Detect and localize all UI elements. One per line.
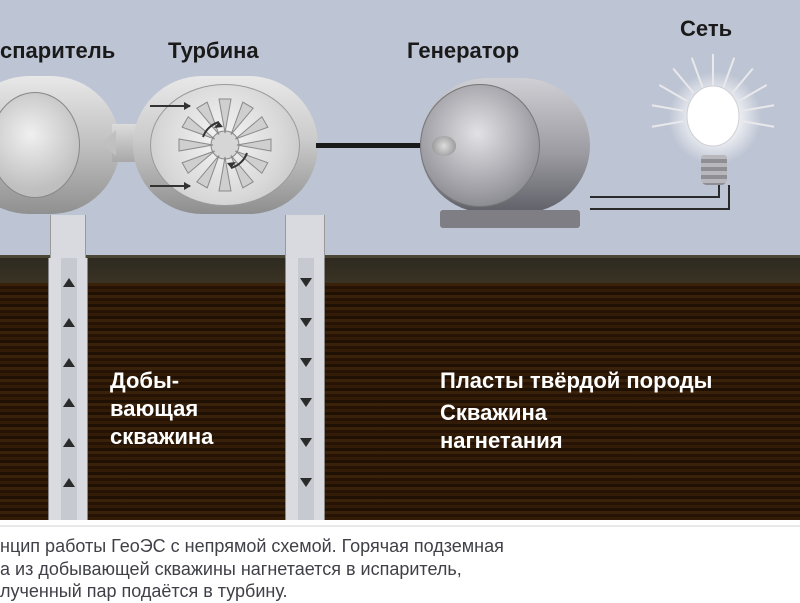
- flow-arrow-icon: [150, 185, 190, 187]
- turbine-duct: [285, 215, 325, 260]
- arrow-up-icon: [63, 478, 75, 487]
- injection-well-label: нагнетания: [440, 428, 563, 454]
- wire: [728, 185, 730, 210]
- generator-label: Генератор: [407, 38, 519, 64]
- arrow-up-icon: [63, 398, 75, 407]
- arrow-down-icon: [300, 358, 312, 367]
- drive-shaft: [316, 143, 420, 148]
- topsoil-layer: [0, 255, 800, 283]
- production-well-label: вающая: [110, 396, 198, 422]
- arrow-up-icon: [63, 438, 75, 447]
- caption-line: лученный пар подаётся в турбину.: [0, 580, 792, 603]
- wire: [590, 196, 720, 198]
- wire: [718, 185, 720, 198]
- wire: [590, 208, 730, 210]
- strata-label: Пласты твёрдой породы: [440, 368, 712, 394]
- injection-well-label: Скважина: [440, 400, 547, 426]
- arrow-up-icon: [63, 278, 75, 287]
- production-well: [48, 258, 88, 520]
- arrow-down-icon: [300, 438, 312, 447]
- arrow-up-icon: [63, 318, 75, 327]
- arrow-down-icon: [300, 478, 312, 487]
- arrow-up-icon: [63, 358, 75, 367]
- arrow-down-icon: [300, 318, 312, 327]
- caption-line: а из добывающей скважины нагнетается в и…: [0, 558, 792, 581]
- turbine-label: Турбина: [168, 38, 259, 64]
- generator-hub: [432, 136, 456, 156]
- injection-well: [285, 258, 325, 520]
- grid-label: Сеть: [680, 16, 732, 42]
- evaporator-turbine-tip: [102, 130, 116, 156]
- evaporator-duct: [50, 215, 86, 260]
- generator-base: [440, 210, 580, 228]
- production-well-label: Добы-: [110, 368, 179, 394]
- flow-arrow-icon: [150, 105, 190, 107]
- geothermal-diagram: спаритель Турбина Генератор Сеть: [0, 0, 800, 520]
- arrow-down-icon: [300, 398, 312, 407]
- caption-line: нцип работы ГеоЭС с непрямой схемой. Гор…: [0, 535, 792, 558]
- bulb-base: [701, 155, 727, 185]
- caption-block: нцип работы ГеоЭС с непрямой схемой. Гор…: [0, 525, 800, 603]
- production-well-label: скважина: [110, 424, 213, 450]
- evaporator-label: спаритель: [0, 38, 115, 64]
- arrow-down-icon: [300, 278, 312, 287]
